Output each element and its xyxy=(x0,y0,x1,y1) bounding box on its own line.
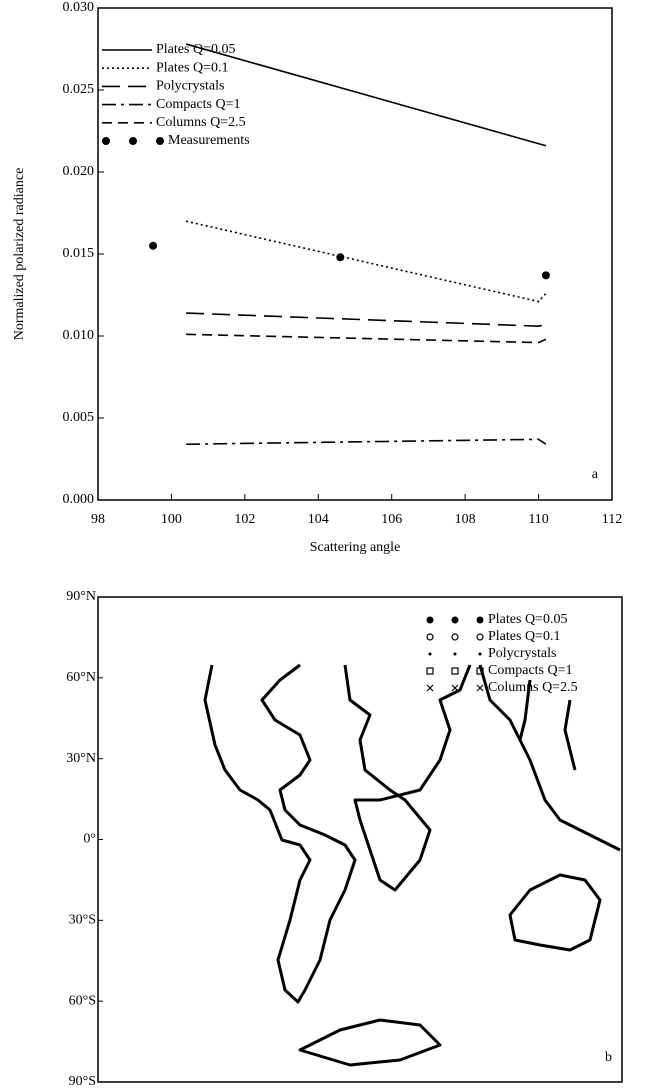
legend-label: Columns Q=2.5 xyxy=(488,680,578,695)
lat-tick-label: 60°S xyxy=(69,993,96,1008)
legend-marker xyxy=(451,616,459,624)
legend-label: Plates Q=0.05 xyxy=(156,42,235,57)
y-tick-label: 0.005 xyxy=(63,410,95,425)
x-tick-label: 110 xyxy=(528,512,548,527)
legend-marker xyxy=(478,652,482,656)
x-tick-label: 98 xyxy=(91,512,105,527)
legend-marker xyxy=(129,137,137,145)
lat-tick-label: 0° xyxy=(83,832,96,847)
legend-label: Columns Q=2.5 xyxy=(156,115,246,130)
legend-marker xyxy=(426,633,434,641)
series-line xyxy=(186,312,547,327)
legend-label: Plates Q=0.1 xyxy=(488,629,560,644)
legend-label: Polycrystals xyxy=(488,646,556,661)
lat-tick-label: 90°S xyxy=(69,1074,96,1088)
series-line xyxy=(185,43,547,147)
legend-label: Plates Q=0.05 xyxy=(488,612,567,627)
lat-tick-label: 60°N xyxy=(66,670,96,685)
x-tick-label: 112 xyxy=(602,512,622,527)
measurement-point xyxy=(541,271,550,280)
legend-marker xyxy=(426,667,434,675)
legend-marker xyxy=(451,684,459,692)
legend-marker xyxy=(426,684,434,692)
legend-marker xyxy=(476,684,484,692)
legend-marker xyxy=(428,652,432,656)
y-tick-label: 0.020 xyxy=(63,164,95,179)
americas xyxy=(203,663,357,1004)
x-tick-label: 106 xyxy=(381,512,402,527)
asia xyxy=(478,664,621,852)
legend-label: Plates Q=0.1 xyxy=(156,60,228,75)
series-line xyxy=(186,333,547,344)
y-tick-label: 0.000 xyxy=(63,492,95,507)
legend-marker xyxy=(156,137,164,145)
legend-marker xyxy=(451,667,459,675)
coastlines xyxy=(203,663,621,1067)
legend-marker xyxy=(451,633,459,641)
australia xyxy=(508,873,602,952)
antarctica xyxy=(298,1018,442,1067)
y-axis-label: Normalized polarized radiance xyxy=(12,168,27,341)
legend-marker xyxy=(476,616,484,624)
series-line xyxy=(185,220,547,303)
x-tick-label: 104 xyxy=(308,512,329,527)
legend-label: Compacts Q=1 xyxy=(488,663,573,678)
legend-label: Polycrystals xyxy=(156,79,224,94)
x-tick-label: 100 xyxy=(161,512,182,527)
x-tick-label: 108 xyxy=(455,512,476,527)
measurement-point xyxy=(336,253,345,262)
legend-marker xyxy=(102,137,110,145)
legend-label: Measurements xyxy=(168,133,250,148)
measurement-point xyxy=(149,241,158,250)
y-tick-label: 0.015 xyxy=(63,246,95,261)
lat-tick-label: 30°N xyxy=(66,751,96,766)
y-tick-label: 0.010 xyxy=(63,328,95,343)
lat-tick-label: 90°N xyxy=(66,589,96,604)
x-axis-label: Scattering angle xyxy=(310,540,401,555)
y-tick-label: 0.025 xyxy=(63,82,95,97)
lat-tick-label: 30°S xyxy=(69,913,96,928)
legend-marker xyxy=(476,633,484,641)
legend-marker xyxy=(453,652,457,656)
y-tick-label: 0.030 xyxy=(63,0,95,15)
legend-marker xyxy=(426,616,434,624)
panel-label: a xyxy=(592,467,599,482)
legend-marker xyxy=(476,667,484,675)
africa-europe xyxy=(343,664,472,892)
panel-label: b xyxy=(605,1050,612,1065)
legend-label: Compacts Q=1 xyxy=(156,97,241,112)
series-line xyxy=(186,438,547,446)
x-tick-label: 102 xyxy=(234,512,255,527)
